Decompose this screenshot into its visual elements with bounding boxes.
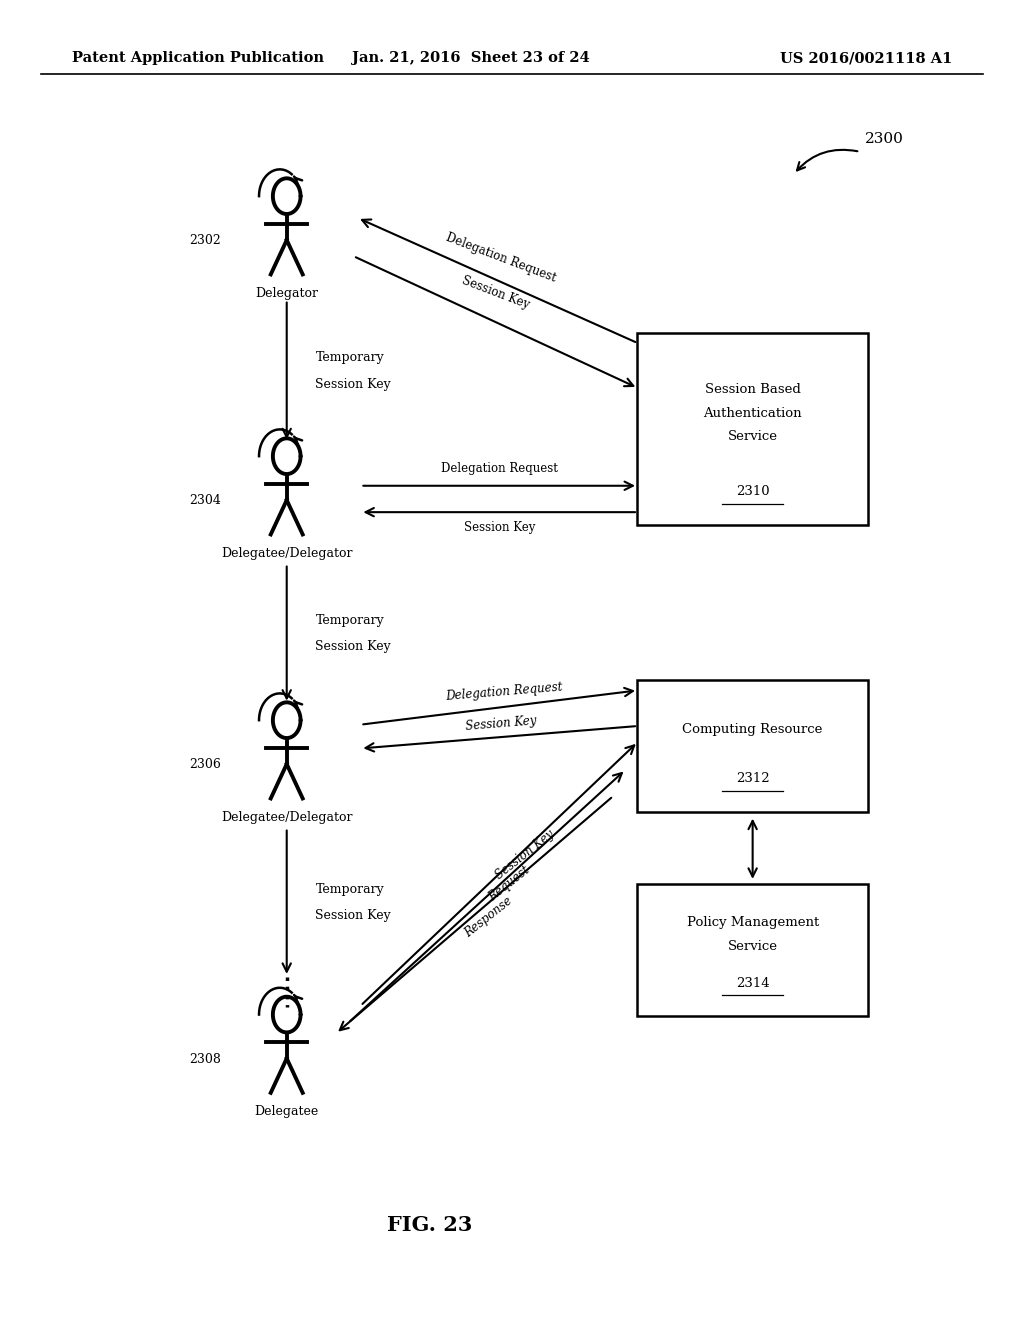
Bar [637,884,867,1016]
Text: 2302: 2302 [189,234,221,247]
Text: 2308: 2308 [189,1052,221,1065]
Text: Response: Response [463,894,515,940]
Text: 2304: 2304 [189,494,221,507]
Text: Session Key: Session Key [464,521,535,535]
Text: US 2016/0021118 A1: US 2016/0021118 A1 [780,51,952,65]
Text: Session Based: Session Based [705,383,801,396]
Text: Session Key: Session Key [315,378,391,391]
Text: Jan. 21, 2016  Sheet 23 of 24: Jan. 21, 2016 Sheet 23 of 24 [352,51,590,65]
Text: Request: Request [486,863,532,904]
Text: Session Key: Session Key [493,828,557,882]
Text: 2310: 2310 [736,486,769,498]
Text: 2300: 2300 [865,132,904,145]
Text: Session Key: Session Key [315,640,391,653]
Text: Delegatee: Delegatee [255,1105,318,1118]
Text: Service: Service [728,940,777,953]
Text: Temporary: Temporary [315,351,384,364]
Text: Service: Service [728,430,777,444]
Text: Delegatee/Delegator: Delegatee/Delegator [221,810,352,824]
Text: 2306: 2306 [189,758,221,771]
Text: Delegation Request: Delegation Request [440,462,558,475]
Text: Patent Application Publication: Patent Application Publication [72,51,324,65]
Text: Temporary: Temporary [315,614,384,627]
Text: Temporary: Temporary [315,883,384,895]
Text: 2314: 2314 [736,977,769,990]
Bar [637,333,867,524]
Text: Session Key: Session Key [460,275,531,312]
Text: Computing Resource: Computing Resource [682,723,823,737]
Text: Session Key: Session Key [315,909,391,921]
Text: Session Key: Session Key [465,714,538,733]
Text: 2312: 2312 [736,772,769,785]
Text: FIG. 23: FIG. 23 [387,1214,473,1236]
Text: Delegatee/Delegator: Delegatee/Delegator [221,546,352,560]
Text: Policy Management: Policy Management [686,916,819,929]
Text: Delegation Request: Delegation Request [445,680,563,704]
Text: Delegation Request: Delegation Request [443,231,558,284]
Text: Authentication: Authentication [703,407,802,420]
Bar [637,680,867,812]
Text: Delegator: Delegator [255,286,318,300]
